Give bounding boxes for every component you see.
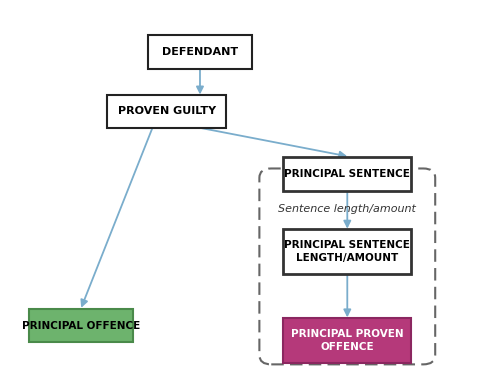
FancyBboxPatch shape — [107, 95, 226, 128]
Text: DEFENDANT: DEFENDANT — [162, 47, 238, 57]
FancyBboxPatch shape — [148, 35, 252, 69]
Text: PROVEN GUILTY: PROVEN GUILTY — [118, 106, 216, 116]
FancyBboxPatch shape — [29, 309, 134, 342]
Text: PRINCIPAL SENTENCE
LENGTH/AMOUNT: PRINCIPAL SENTENCE LENGTH/AMOUNT — [284, 240, 410, 263]
FancyBboxPatch shape — [283, 318, 411, 363]
Text: Sentence length/amount: Sentence length/amount — [278, 204, 416, 214]
Text: PRINCIPAL PROVEN
OFFENCE: PRINCIPAL PROVEN OFFENCE — [291, 329, 403, 352]
Text: PRINCIPAL SENTENCE: PRINCIPAL SENTENCE — [284, 169, 410, 179]
FancyBboxPatch shape — [283, 229, 411, 274]
Text: PRINCIPAL OFFENCE: PRINCIPAL OFFENCE — [22, 321, 140, 331]
FancyBboxPatch shape — [283, 157, 411, 191]
